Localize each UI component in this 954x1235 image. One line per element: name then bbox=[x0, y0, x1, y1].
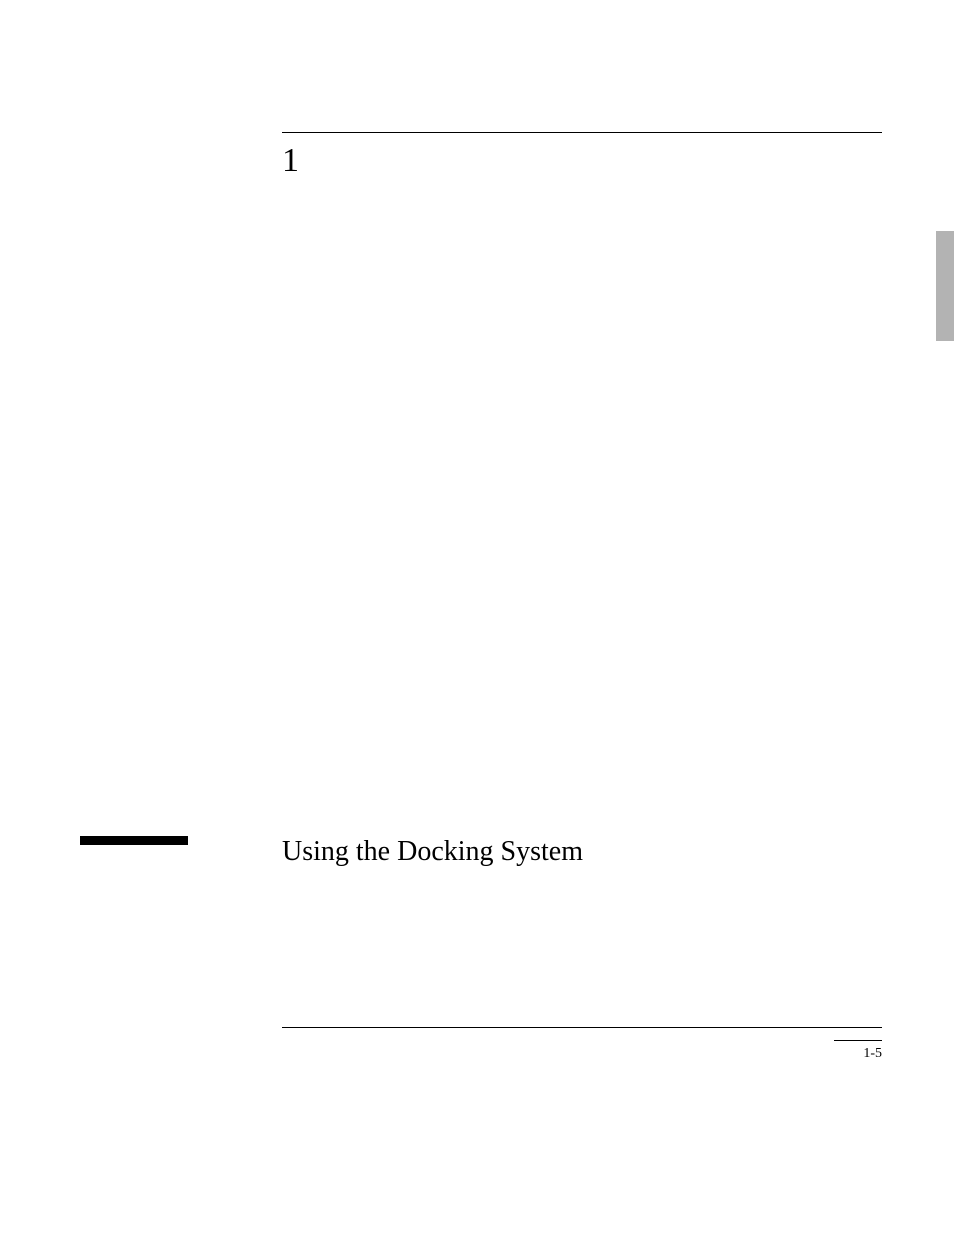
document-page: 1 Using the Docking System 1-5 bbox=[0, 0, 954, 1235]
side-tab-marker bbox=[936, 231, 954, 341]
page-number: 1-5 bbox=[863, 1046, 882, 1062]
page-number-rule bbox=[834, 1040, 882, 1041]
top-horizontal-rule bbox=[282, 132, 882, 133]
section-black-bar bbox=[80, 836, 188, 845]
chapter-number: 1 bbox=[282, 142, 299, 180]
bottom-horizontal-rule bbox=[282, 1027, 882, 1028]
section-title: Using the Docking System bbox=[282, 836, 583, 868]
